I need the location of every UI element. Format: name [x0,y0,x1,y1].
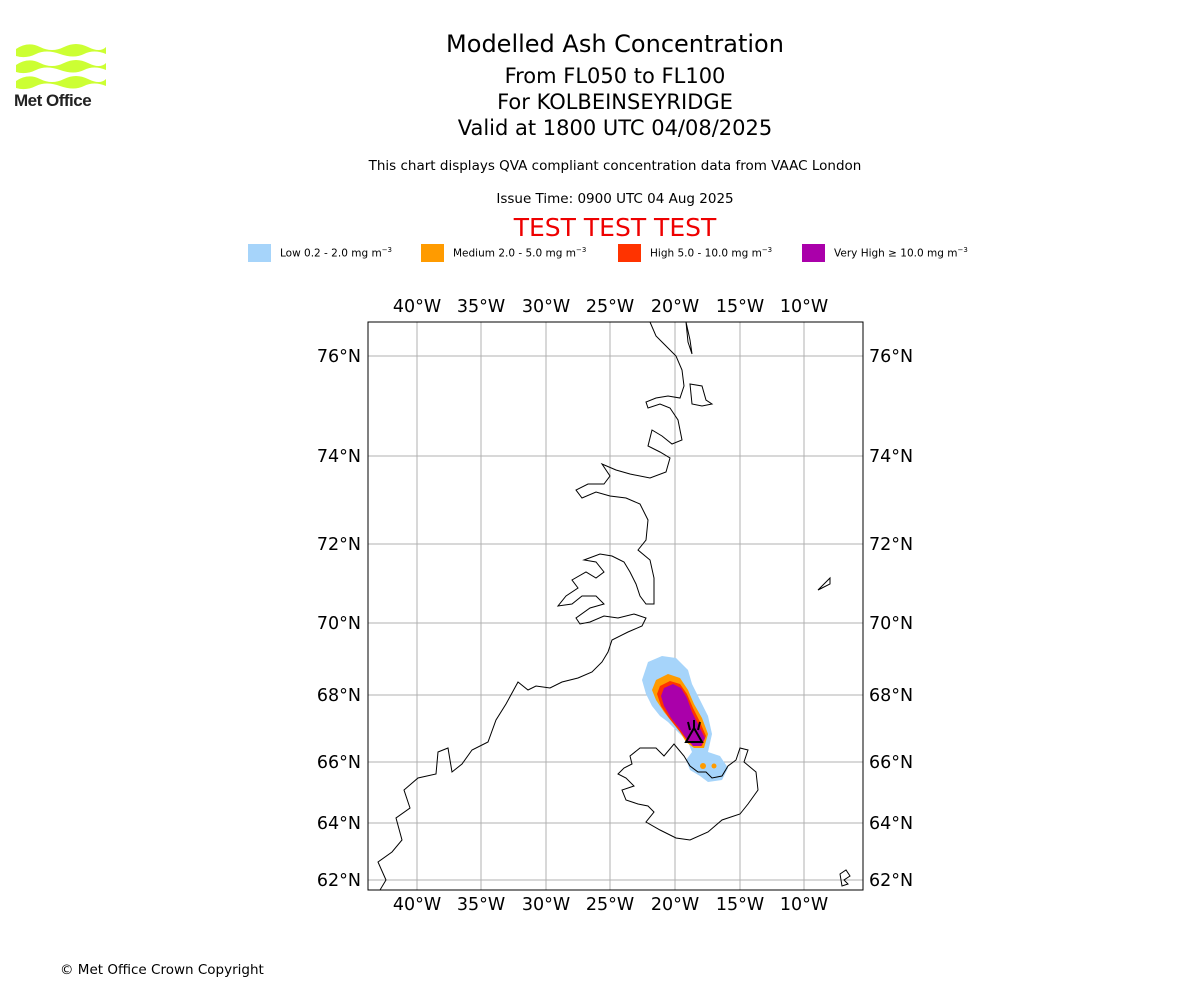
lon-label-bottom: 15°W [716,895,764,915]
lon-label-top: 30°W [522,297,570,317]
iceland-coastline [617,743,759,841]
lat-label-left: 74°N [317,447,361,467]
met-office-logo [16,44,106,90]
chart-title: Modelled Ash Concentration [446,30,784,58]
lat-label-right: 72°N [869,535,913,555]
lat-label-right: 68°N [869,686,913,706]
met-office-logo-text: Met Office [14,91,92,110]
lat-label-left: 64°N [317,814,361,834]
lon-label-top: 25°W [586,297,634,317]
greenland-island-1 [685,322,693,355]
lon-label-top: 10°W [780,297,828,317]
ash-spot-medium-2 [711,763,717,769]
greenland-coastline [377,322,685,890]
lon-label-bottom: 40°W [393,895,441,915]
legend-swatch-high [618,244,641,262]
legend-item-low: Low 0.2 - 2.0 mg m−3 [248,243,392,263]
lon-labels-top: 40°W 35°W 30°W 25°W 20°W 15°W 10°W [393,297,828,317]
flight-level-range: From FL050 to FL100 [504,64,726,88]
lat-label-right: 64°N [869,814,913,834]
lat-label-left: 62°N [317,871,361,891]
lon-label-top: 20°W [651,297,699,317]
legend-item-high: High 5.0 - 10.0 mg m−3 [618,243,772,263]
legend-swatch-low [248,244,271,262]
lat-label-left: 66°N [317,753,361,773]
test-banner: TEST TEST TEST [513,213,717,242]
lon-label-bottom: 25°W [586,895,634,915]
legend-label-low: Low 0.2 - 2.0 mg m−3 [280,246,393,260]
legend-item-very-high: Very High ≥ 10.0 mg m−3 [802,243,968,263]
legend-label-high: High 5.0 - 10.0 mg m−3 [650,246,773,260]
lat-label-right: 66°N [869,753,913,773]
lon-label-bottom: 20°W [651,895,699,915]
lon-label-bottom: 30°W [522,895,570,915]
volcano-icon [684,720,704,743]
greenland-island-2 [689,383,714,407]
gridlines [368,322,863,890]
lat-label-right: 62°N [869,871,913,891]
map-frame [367,321,864,891]
legend-swatch-very-high [802,244,825,262]
lon-label-bottom: 35°W [457,895,505,915]
lat-label-right: 74°N [869,447,913,467]
lat-label-right: 76°N [869,347,913,367]
ash-spot-medium-1 [700,763,706,769]
lon-label-top: 15°W [716,297,764,317]
lat-label-left: 68°N [317,686,361,706]
lat-label-left: 72°N [317,535,361,555]
lat-labels-left: 76°N 74°N 72°N 70°N 68°N 66°N 64°N 62°N [317,347,361,891]
issue-time: Issue Time: 0900 UTC 04 Aug 2025 [496,191,734,207]
jan-mayen [817,576,831,591]
legend-item-medium: Medium 2.0 - 5.0 mg m−3 [421,243,586,263]
lon-label-top: 35°W [457,297,505,317]
legend-label-medium: Medium 2.0 - 5.0 mg m−3 [453,246,587,260]
lon-label-top: 40°W [393,297,441,317]
faroe-islands [839,869,851,887]
legend-label-very-high: Very High ≥ 10.0 mg m−3 [834,246,968,260]
volcano-name: For KOLBEINSEYRIDGE [497,90,733,114]
copyright-notice: © Met Office Crown Copyright [60,962,264,978]
lat-label-left: 70°N [317,614,361,634]
lat-labels-right: 76°N 74°N 72°N 70°N 68°N 66°N 64°N 62°N [869,347,913,891]
ash-area-very-high [661,684,705,746]
lat-label-left: 76°N [317,347,361,367]
valid-time: Valid at 1800 UTC 04/08/2025 [457,116,773,140]
qva-note: This chart displays QVA compliant concen… [368,158,862,174]
lon-label-bottom: 10°W [780,895,828,915]
legend-swatch-medium [421,244,444,262]
lat-label-right: 70°N [869,614,913,634]
lon-labels-bottom: 40°W 35°W 30°W 25°W 20°W 15°W 10°W [393,895,828,915]
